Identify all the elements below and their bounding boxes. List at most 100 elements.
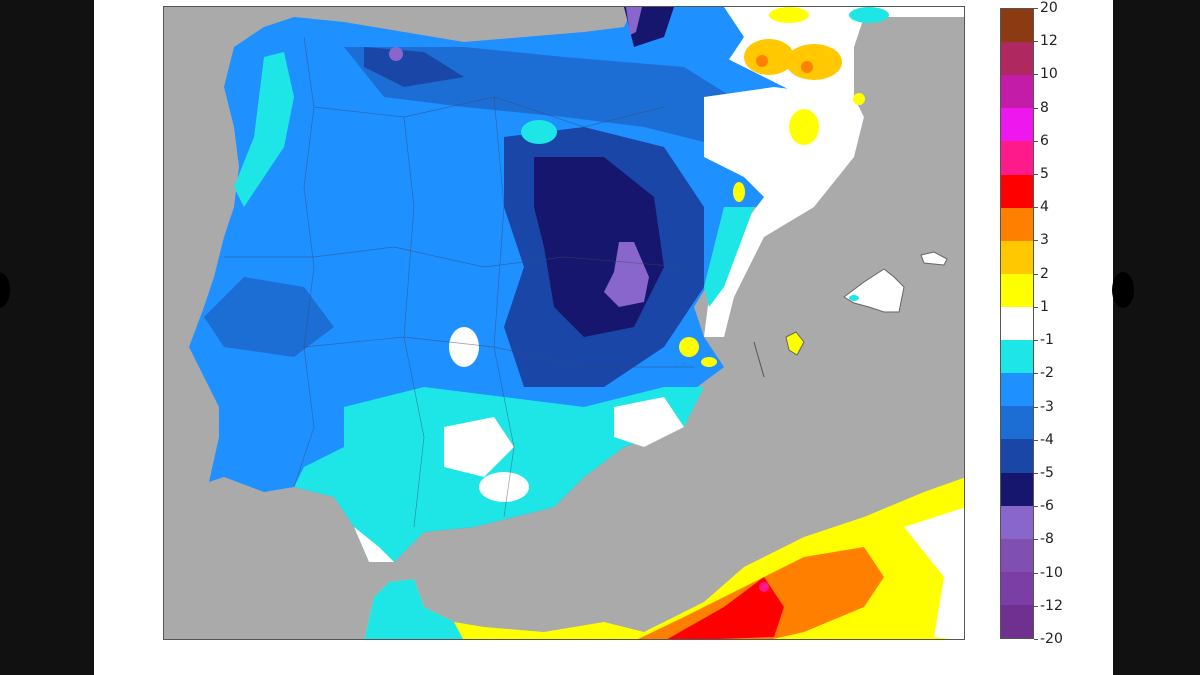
colorbar-segment: [1001, 373, 1033, 407]
left-edge-shadow: [0, 272, 10, 308]
menorca: [920, 251, 948, 266]
jaen-white-patch: [449, 327, 479, 367]
colorbar-segment: [1001, 406, 1033, 440]
colorbar-tick-label: 20: [1040, 0, 1058, 16]
west-cold-zone: [204, 277, 334, 357]
colorbar-tick-label: -2: [1040, 365, 1054, 382]
colorbar-tick-label: 3: [1040, 232, 1049, 249]
france-warm-spot-2: [744, 39, 794, 75]
colorbar-tick-label: -10: [1040, 564, 1063, 581]
colorbar-segment: [1001, 174, 1033, 208]
mallorca: [843, 268, 905, 313]
colorbar-tick: [1034, 439, 1038, 441]
cadiz-white: [354, 527, 394, 562]
france-hot-spot-2: [801, 61, 813, 73]
colorbar-segment: [1001, 108, 1033, 142]
right-edge-shadow: [1112, 272, 1134, 308]
colorbar-tick: [1034, 373, 1038, 375]
colorbar-tick: [1034, 107, 1038, 109]
colorbar-tick-label: 4: [1040, 199, 1049, 216]
south-white-patches: [444, 417, 514, 477]
alicante-warm-spot: [701, 357, 717, 367]
colorbar-segment: [1001, 141, 1033, 175]
colorbar-tick: [1034, 306, 1038, 308]
africa-white-zone: [904, 507, 964, 639]
colorbar-tick: [1034, 140, 1038, 142]
colorbar-tick: [1034, 605, 1038, 607]
colorbar-tick: [1034, 74, 1038, 76]
girona-warm-spot: [853, 93, 865, 105]
colorbar-tick: [1034, 572, 1038, 574]
africa-red-zone: [667, 577, 784, 639]
morocco-cold-zone: [364, 579, 463, 639]
mallorca-cyan-spot: [849, 295, 859, 301]
colorbar-tick: [1034, 174, 1038, 176]
colorbar-segment: [1001, 505, 1033, 539]
colorbar-tick-label: 10: [1040, 66, 1058, 83]
colorbar-tick-label: 12: [1040, 33, 1058, 50]
colorbar-tick-label: 2: [1040, 265, 1049, 282]
colorbar-tick-label: -12: [1040, 597, 1063, 614]
colorbar-tick-label: -8: [1040, 531, 1054, 548]
colorbar-tick: [1034, 539, 1038, 541]
colorbar-labels: 20 12 10 8 6 5 4 3 2 1 -1 -2 -3 -4 -5 -6 -8 -10 -12 -20: [1034, 1, 1100, 646]
colorbar-segment: [1001, 42, 1033, 76]
valencia-warm-spot: [679, 337, 699, 357]
colorbar-tick-label: -1: [1040, 332, 1054, 349]
province-borders: [224, 36, 694, 528]
east-coast-white: [704, 87, 864, 337]
colorbar-tick-label: -20: [1040, 631, 1063, 647]
colorbar-segment: [1001, 604, 1033, 639]
colorbar-segment: [1001, 9, 1033, 43]
map-artifact-line: [753, 341, 765, 378]
east-coast-cyan: [704, 207, 754, 307]
colorbar-tick: [1034, 472, 1038, 474]
colorbar-tick: [1034, 273, 1038, 275]
france-warm-spot-3: [786, 44, 842, 80]
colorbar-tick: [1034, 639, 1038, 640]
southeast-white-patches: [614, 397, 684, 447]
cantabrian-very-cold: [364, 47, 464, 87]
colorbar-tick-label: -6: [1040, 498, 1054, 515]
colorbar-segment: [1001, 571, 1033, 605]
colorbar-tick-label: 6: [1040, 132, 1049, 149]
galicia-cyan-band: [234, 52, 294, 207]
colorbar-tick: [1034, 406, 1038, 408]
colorbar-tick-label: -5: [1040, 464, 1054, 481]
france-hot-spot-1: [756, 55, 768, 67]
africa-pink-spot: [759, 582, 769, 592]
colorbar-tick-label: 1: [1040, 298, 1049, 315]
colorbar-segment: [1001, 207, 1033, 241]
colorbar: [1000, 8, 1034, 639]
colorbar-tick: [1034, 41, 1038, 43]
colorbar-segment: [1001, 240, 1033, 274]
colorbar-tick-label: -3: [1040, 398, 1054, 415]
central-extreme-zone: [604, 242, 649, 307]
colorbar-tick-label: 8: [1040, 99, 1049, 116]
cantabrian-extreme-spot: [389, 47, 403, 61]
ebro-cyan-patch: [521, 120, 557, 144]
catalonia-warm-spot: [789, 109, 819, 145]
colorbar-segment: [1001, 472, 1033, 506]
colorbar-tick: [1034, 340, 1038, 342]
colorbar-segment: [1001, 75, 1033, 109]
colorbar-tick: [1034, 506, 1038, 508]
ibiza: [785, 331, 805, 356]
colorbar-tick: [1034, 240, 1038, 242]
colorbar-tick: [1034, 8, 1038, 9]
colorbar-segment: [1001, 273, 1033, 307]
granada-white-patch: [479, 472, 529, 502]
colorbar-segment: [1001, 340, 1033, 374]
france-warm-spot-1: [769, 7, 809, 23]
colorbar-tick-label: 5: [1040, 166, 1049, 183]
anomaly-map: [163, 6, 965, 640]
pyrenees-purple: [626, 7, 642, 35]
colorbar-segment: [1001, 306, 1033, 341]
map-canvas: [164, 7, 964, 639]
france-cyan-spot: [849, 7, 889, 23]
colorbar-segment: [1001, 439, 1033, 473]
colorbar-tick: [1034, 207, 1038, 209]
colorbar-segment: [1001, 538, 1033, 572]
tarragona-warm-spot: [733, 182, 745, 202]
colorbar-tick-label: -4: [1040, 431, 1054, 448]
